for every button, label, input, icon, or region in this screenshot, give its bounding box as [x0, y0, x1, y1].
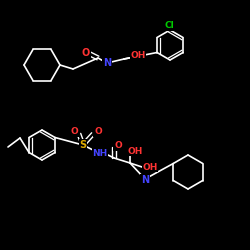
Text: N: N — [141, 175, 149, 185]
Text: OH: OH — [127, 146, 143, 156]
Text: O: O — [70, 128, 78, 136]
Text: Cl: Cl — [164, 22, 174, 30]
Text: O: O — [94, 128, 102, 136]
Text: OH: OH — [130, 52, 146, 60]
Text: OH: OH — [142, 162, 158, 172]
Text: S: S — [80, 140, 86, 150]
Text: N: N — [103, 58, 111, 68]
Text: O: O — [82, 48, 90, 58]
Text: NH: NH — [92, 148, 108, 158]
Text: O: O — [114, 142, 122, 150]
